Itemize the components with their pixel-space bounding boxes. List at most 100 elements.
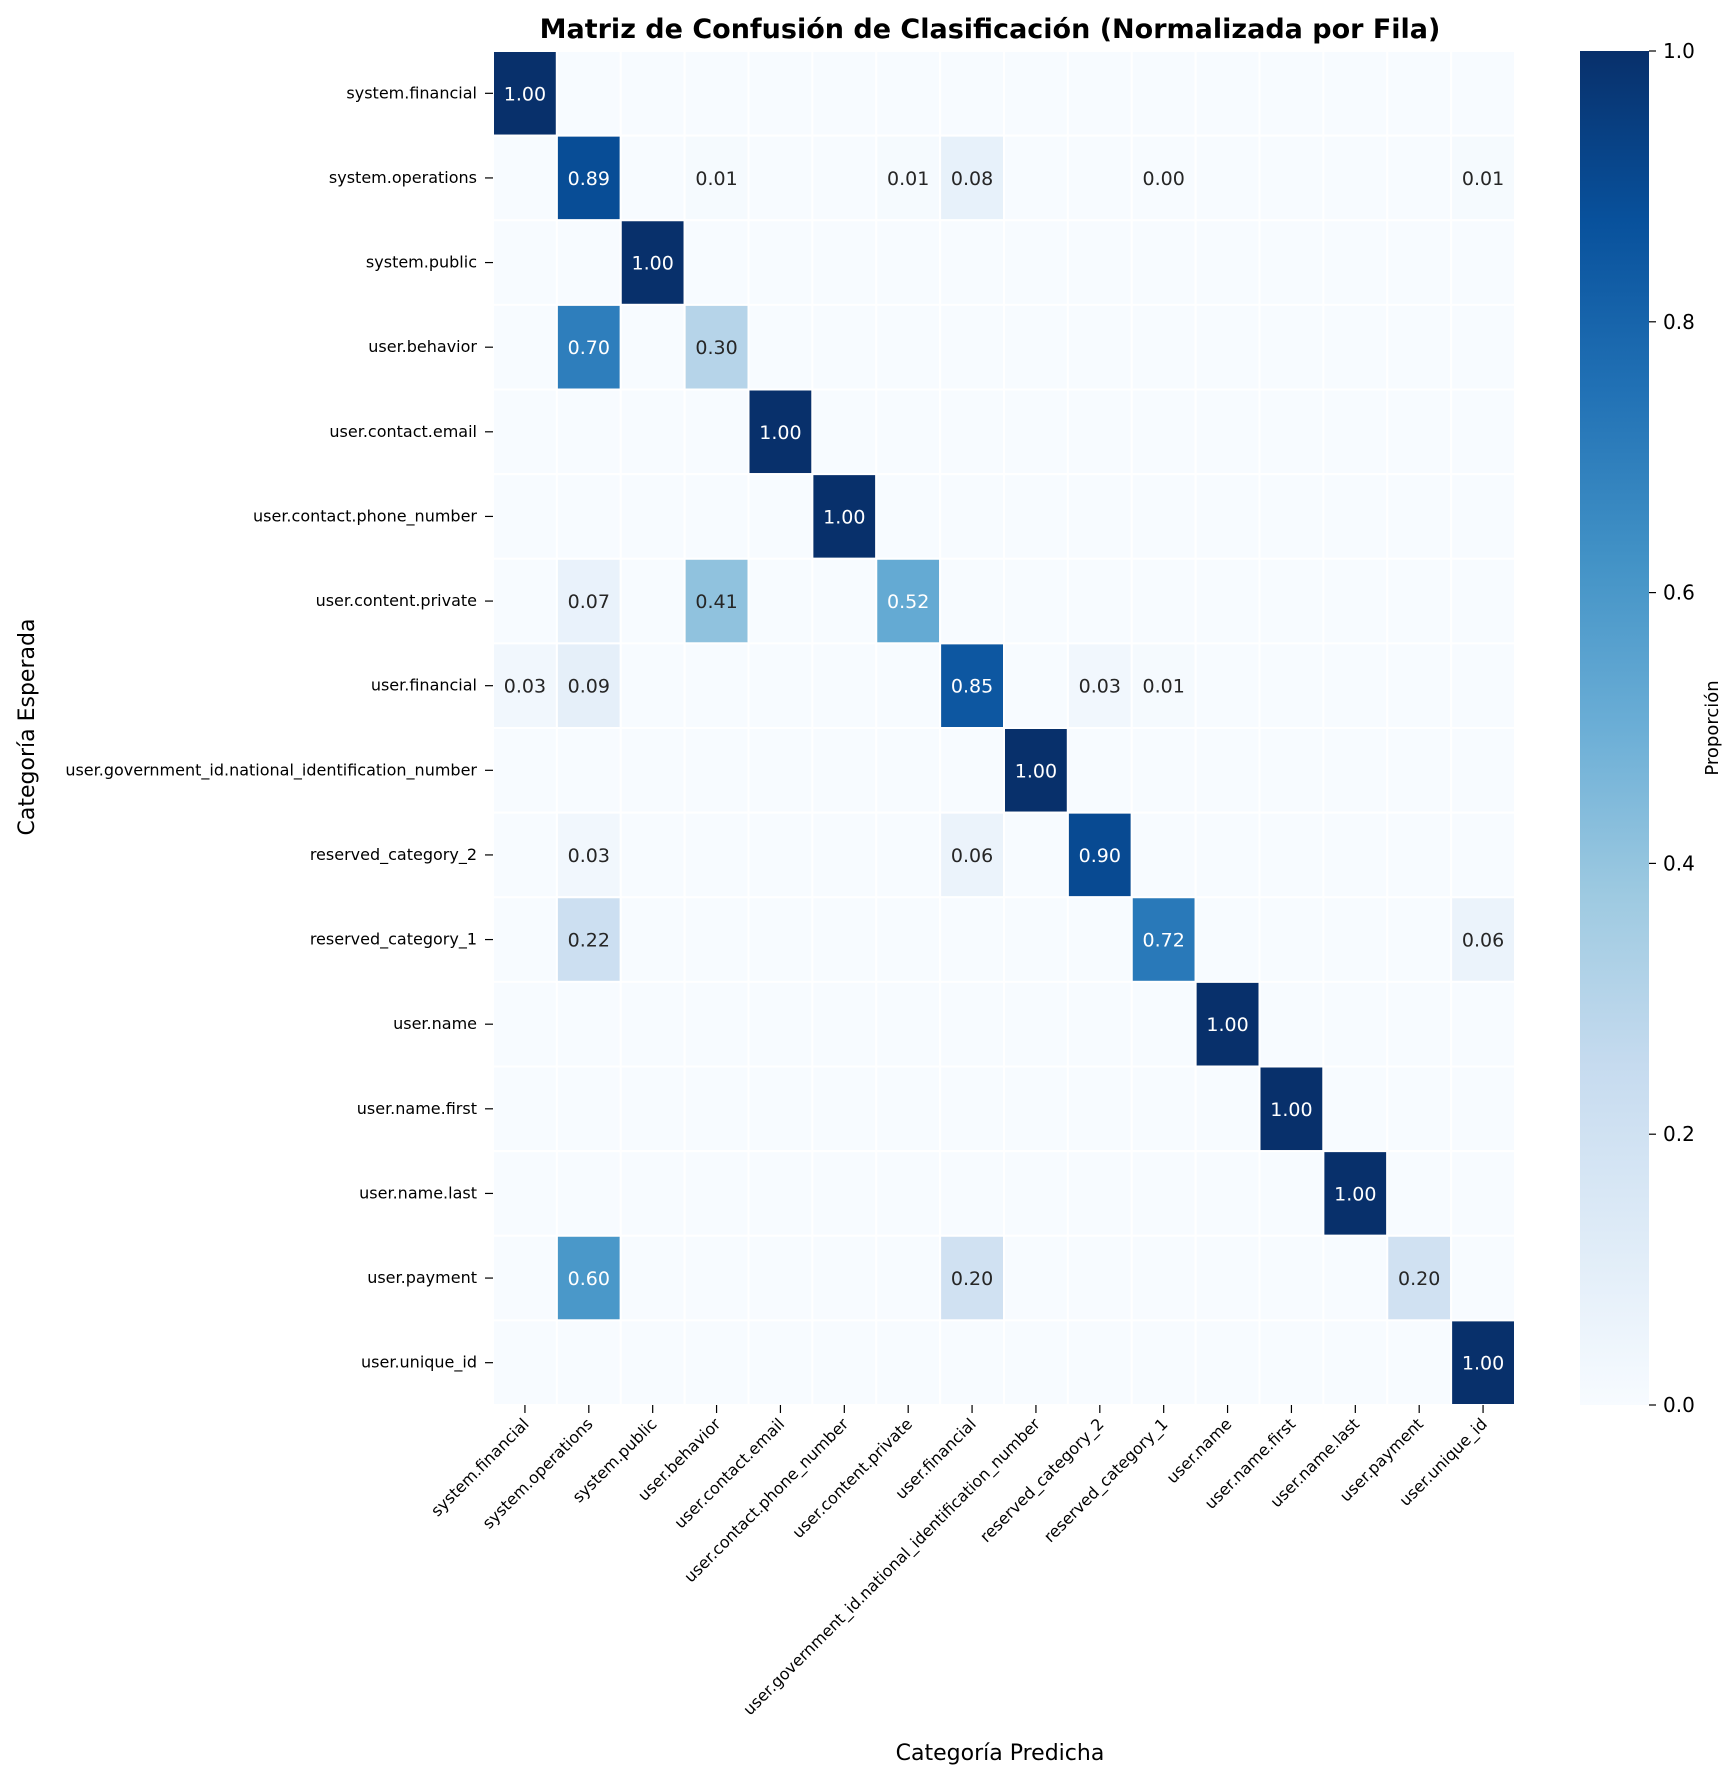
heatmap-cell	[1194, 303, 1261, 391]
heatmap-cell	[939, 1319, 1005, 1406]
heatmap-cell	[555, 50, 622, 137]
colorbar-gradient	[1580, 51, 1649, 1405]
heatmap-cell	[683, 1065, 750, 1153]
x-tick-label: user.content.private	[788, 1414, 916, 1542]
y-axis-title: Categoría Esperada	[15, 619, 40, 836]
heatmap-cell	[1386, 557, 1453, 645]
heatmap-cell	[811, 219, 878, 306]
heatmap-cell	[1130, 727, 1197, 814]
heatmap-cell	[1450, 50, 1516, 137]
heatmap-cell	[1003, 980, 1069, 1068]
heatmap-cell	[619, 1065, 686, 1153]
y-tick-label: user.name.last	[359, 1183, 477, 1202]
heatmap-cell	[811, 134, 878, 222]
heatmap-cell	[1066, 1150, 1133, 1237]
heatmap-cell	[1003, 473, 1069, 560]
heatmap-cell	[875, 1234, 942, 1322]
heatmap-cell	[1322, 388, 1389, 476]
heatmap-cell	[1130, 811, 1197, 899]
heatmap-cell	[683, 980, 750, 1068]
heatmap-annotations: 1.00 0.89 0.01 0.01 0.08 0.00 0.01 1.00 0.70 0.30…	[504, 83, 1504, 1374]
heatmap-cell	[619, 980, 686, 1068]
heatmap-cell	[555, 1150, 622, 1237]
heatmap-cell	[1003, 1319, 1069, 1406]
y-tick-label: user.unique_id	[361, 1353, 477, 1373]
heatmap-cell	[811, 727, 878, 814]
heatmap-cell	[939, 388, 1005, 476]
heatmap-cell	[492, 1234, 558, 1322]
heatmap-cell	[1450, 980, 1516, 1068]
heatmap-cell	[1450, 219, 1516, 306]
y-tick-label: user.content.private	[316, 591, 477, 610]
heatmap-cell	[747, 303, 814, 391]
heatmap-cell	[875, 980, 942, 1068]
heatmap-cells	[492, 50, 1516, 1406]
heatmap-cell	[939, 557, 1005, 645]
y-tick-label: user.financial	[371, 676, 477, 695]
heatmap-cell	[492, 1150, 558, 1237]
heatmap-cell	[875, 1065, 942, 1153]
cell-annotation: 0.03	[504, 676, 546, 698]
heatmap-cell	[1066, 134, 1133, 222]
heatmap-cell	[492, 811, 558, 899]
cell-annotation: 1.00	[1462, 1353, 1504, 1375]
heatmap-cell	[1194, 980, 1261, 1068]
heatmap-cell	[683, 811, 750, 899]
heatmap-cell	[747, 811, 814, 899]
heatmap-cell	[1130, 1150, 1197, 1237]
heatmap-cell	[811, 50, 878, 137]
heatmap-cell	[683, 219, 750, 306]
heatmap-cell	[1386, 811, 1453, 899]
heatmap-cell	[1194, 727, 1261, 814]
cell-annotation: 0.09	[568, 676, 610, 698]
heatmap-cell	[1003, 896, 1069, 983]
heatmap-cell	[939, 727, 1005, 814]
heatmap-cell	[1003, 388, 1069, 476]
heatmap-cell	[747, 896, 814, 983]
heatmap-cell	[1194, 1065, 1261, 1153]
x-tick-labels: system.financialsystem.operationssystem.…	[427, 1405, 1492, 1720]
heatmap-cell	[1130, 1234, 1197, 1322]
heatmap-cell	[811, 1234, 878, 1322]
heatmap-cell	[555, 219, 622, 306]
x-tick-label: reserved_category_1	[1040, 1414, 1172, 1546]
y-tick-label: user.behavior	[368, 337, 477, 356]
heatmap-cell	[1322, 1319, 1389, 1406]
heatmap-cell	[1258, 980, 1325, 1068]
heatmap-cell	[1322, 642, 1389, 729]
heatmap-cell	[1386, 1150, 1453, 1237]
heatmap-cell	[875, 50, 942, 137]
heatmap-cell	[875, 896, 942, 983]
heatmap-cell	[555, 388, 622, 476]
heatmap-cell	[811, 388, 878, 476]
heatmap-cell	[1130, 134, 1197, 222]
heatmap-cell	[1258, 557, 1325, 645]
heatmap-cell	[747, 1234, 814, 1322]
cell-annotation: 0.22	[568, 930, 610, 952]
heatmap-cell	[747, 727, 814, 814]
heatmap-cell	[1066, 896, 1133, 983]
heatmap-cell	[492, 557, 558, 645]
heatmap-cell	[492, 1319, 558, 1406]
heatmap-cell	[1194, 1150, 1261, 1237]
heatmap-cell	[1003, 1150, 1069, 1237]
y-tick-label: user.name.first	[357, 1099, 477, 1118]
heatmap-cell	[619, 134, 686, 222]
heatmap-cell	[555, 727, 622, 814]
heatmap-cell	[875, 1150, 942, 1237]
heatmap-cell	[492, 473, 558, 560]
heatmap-cell	[1066, 642, 1133, 729]
heatmap-cell	[1450, 557, 1516, 645]
heatmap-cell	[747, 1150, 814, 1237]
cell-annotation: 0.90	[1079, 845, 1121, 867]
heatmap-cell	[747, 219, 814, 306]
chart-title: Matriz de Confusión de Clasificación (No…	[540, 14, 1441, 45]
heatmap-cell	[747, 134, 814, 222]
heatmap-cell	[683, 1319, 750, 1406]
heatmap-cell	[1258, 50, 1325, 137]
heatmap-cell	[492, 388, 558, 476]
cell-annotation: 1.00	[1334, 1183, 1376, 1205]
heatmap-cell	[747, 473, 814, 560]
cell-annotation: 0.07	[568, 591, 610, 613]
cell-annotation: 0.01	[887, 168, 929, 190]
